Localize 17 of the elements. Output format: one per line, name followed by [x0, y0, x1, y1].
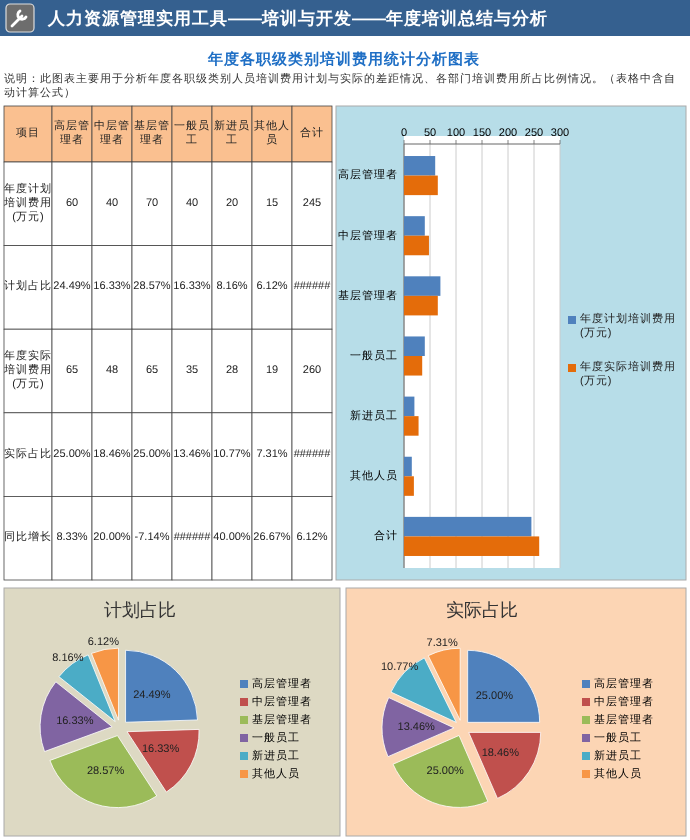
bar	[404, 396, 415, 417]
bar	[404, 476, 414, 496]
bar	[404, 516, 532, 537]
bar	[404, 295, 438, 316]
bar	[404, 336, 425, 356]
bar	[404, 456, 412, 477]
chart-title: 计划占比	[104, 600, 176, 620]
chart-title: 实际占比	[446, 600, 518, 620]
bar	[404, 416, 419, 436]
bar	[404, 156, 436, 176]
text: 人力资源管理实用工具——培训与开发——年度培训总结与分析	[46, 7, 548, 28]
bar	[404, 536, 540, 556]
bar	[404, 216, 425, 236]
bar	[404, 175, 438, 196]
bar	[404, 276, 441, 296]
bar	[404, 356, 423, 376]
bar	[404, 235, 429, 256]
